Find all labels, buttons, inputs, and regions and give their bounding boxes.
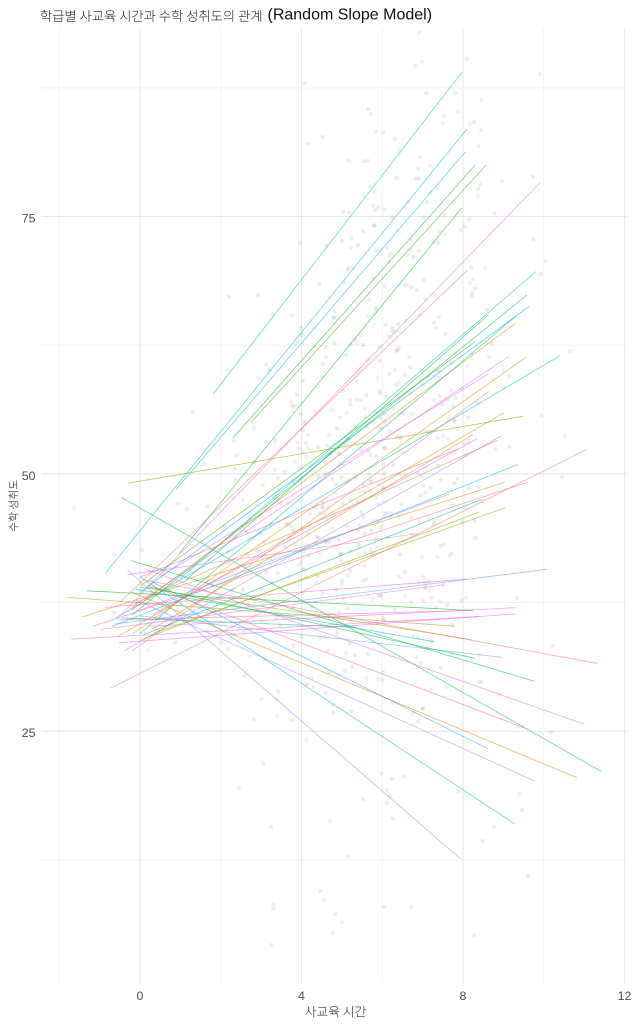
- svg-text:25: 25: [22, 726, 36, 740]
- svg-text:4: 4: [298, 989, 305, 1003]
- svg-text:50: 50: [22, 469, 36, 483]
- svg-text:75: 75: [22, 212, 36, 226]
- svg-text:(Random Slope Model): (Random Slope Model): [268, 6, 433, 23]
- svg-text:8: 8: [460, 989, 467, 1003]
- svg-text:12: 12: [618, 989, 632, 1003]
- svg-text:0: 0: [137, 989, 144, 1003]
